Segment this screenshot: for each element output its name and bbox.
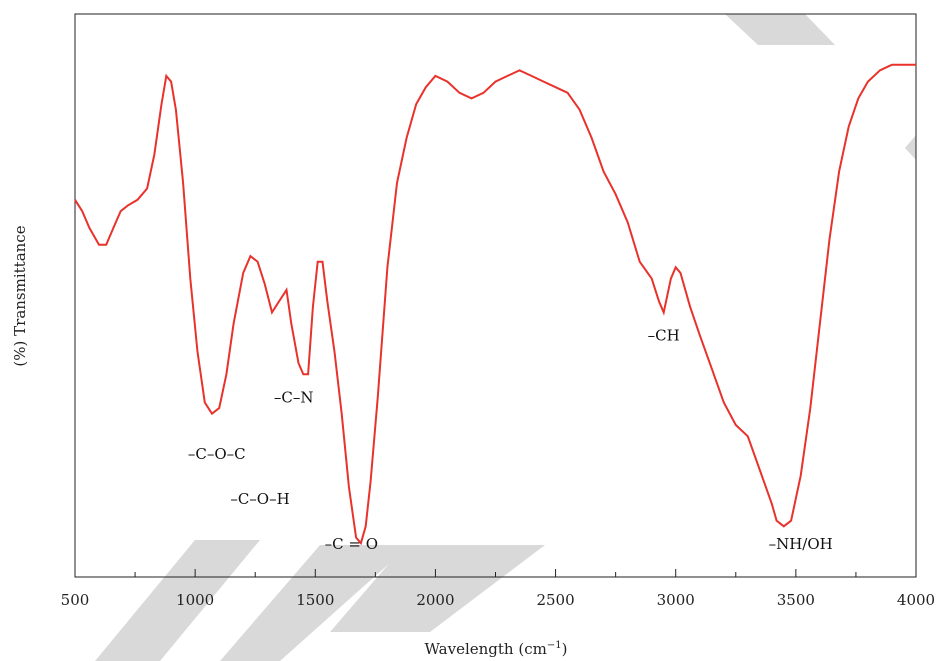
peak-annotations: –C–O–C –C–O–H –C–N –C = O –CH –NH/OH — [188, 327, 833, 553]
y-axis-label: (%) Transmittance — [11, 225, 29, 366]
x-axis-label-superscript: −1 — [547, 640, 562, 651]
peak-annotation-label: –C–N — [274, 388, 314, 406]
x-tick-label: 3000 — [657, 591, 695, 609]
x-tick-label: 500 — [61, 591, 90, 609]
watermark-shape-bottom-left — [95, 540, 260, 661]
x-tick-label: 4000 — [897, 591, 935, 609]
transmittance-series-line — [74, 63, 916, 546]
peak-annotation-label: –CH — [648, 327, 680, 345]
x-tick-label: 3500 — [777, 591, 815, 609]
watermark-shape-top — [725, 14, 835, 45]
watermark — [95, 14, 916, 661]
peak-annotation-label: –NH/OH — [769, 535, 833, 553]
watermark-shape-bottom-right — [330, 545, 545, 632]
peak-annotation-label: –C = O — [325, 535, 378, 553]
x-tick-label: 1000 — [176, 591, 214, 609]
watermark-shape-bottom-middle — [220, 545, 410, 661]
x-tick-label: 1500 — [296, 591, 334, 609]
x-tick-label: 2500 — [536, 591, 574, 609]
peak-annotation-label: –C–O–C — [188, 445, 246, 463]
x-tick-label: 2000 — [416, 591, 454, 609]
peak-annotation-label: –C–O–H — [230, 490, 289, 508]
x-axis-label: Wavelength (cm−1) — [425, 640, 568, 658]
plot-frame — [74, 13, 917, 578]
x-axis-ticks — [74, 569, 917, 577]
x-axis-tick-labels: 500 1000 1500 2000 2500 3000 3500 4000 — [61, 591, 935, 609]
watermark-shape-right — [905, 135, 916, 160]
